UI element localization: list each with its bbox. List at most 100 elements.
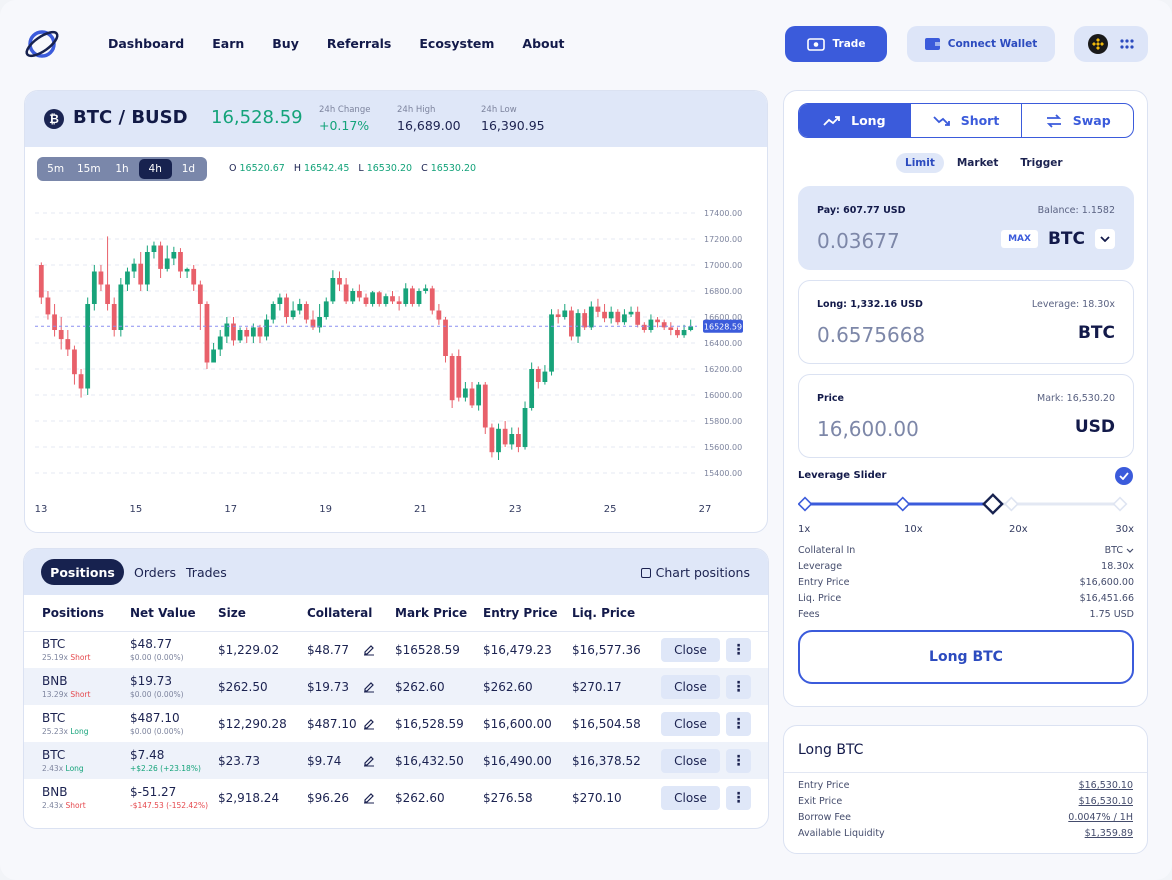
price-input[interactable]: 16,600.00 xyxy=(817,417,919,441)
nav-earn[interactable]: Earn xyxy=(212,36,245,51)
cell-collateral: $48.77 xyxy=(307,631,395,668)
candle-body xyxy=(409,288,415,304)
pair-name[interactable]: BTC / BUSD xyxy=(73,107,188,128)
candle-body xyxy=(668,327,674,330)
mode-swap[interactable]: Swap xyxy=(1021,104,1133,137)
edit-icon[interactable] xyxy=(363,755,375,767)
candle-body xyxy=(535,369,541,382)
chart-positions-toggle[interactable]: Chart positions xyxy=(640,565,750,580)
table-row[interactable]: BNB 13.29x Short $19.73 $0.00 (0.00%) $262.5… xyxy=(24,668,768,705)
tab-positions[interactable]: Positions xyxy=(41,559,124,585)
nav-about[interactable]: About xyxy=(522,36,565,51)
info-row-collateral[interactable]: Collateral In BTC xyxy=(798,545,1134,561)
main-nav: Dashboard Earn Buy Referrals Ecosystem A… xyxy=(108,36,565,51)
submit-long-button[interactable]: Long BTC xyxy=(798,630,1134,684)
trend-up-icon xyxy=(823,115,841,126)
summary-value[interactable]: $16,530.10 xyxy=(1078,796,1133,807)
table-row[interactable]: BTC 25.23x Long $487.10 $0.00 (0.00%) $12,29… xyxy=(24,705,768,742)
table-row[interactable]: BTC 25.19x Short $48.77 $0.00 (0.00%) $1,229… xyxy=(24,631,768,668)
positions-body: BTC 25.19x Short $48.77 $0.00 (0.00%) $1,229… xyxy=(24,631,768,816)
order-type-market[interactable]: Market xyxy=(956,157,999,169)
timeframe-4h[interactable]: 4h xyxy=(138,159,172,179)
more-options-icon[interactable]: ⋮ xyxy=(726,674,751,699)
long-amount-input[interactable]: 0.6575668 xyxy=(817,323,926,347)
logo-icon[interactable] xyxy=(24,26,60,62)
long-input-box[interactable]: Long: 1,332.16 USD Leverage: 18.30x 0.65… xyxy=(798,280,1134,364)
candlestick-chart[interactable]: 17400.00 17200.00 17000.00 16800.00 16600.00… xyxy=(25,191,768,531)
candle-body xyxy=(608,311,614,319)
close-position-button[interactable]: Close xyxy=(661,674,720,699)
close-position-button[interactable]: Close xyxy=(661,637,720,662)
nav-ecosystem[interactable]: Ecosystem xyxy=(419,36,495,51)
close-position-button[interactable]: Close xyxy=(661,711,720,736)
checkbox-icon[interactable] xyxy=(640,567,651,578)
position-side: Long xyxy=(70,727,89,736)
edit-icon[interactable] xyxy=(363,718,375,730)
table-row[interactable]: BTC 2.43x Long $7.48 +$2.26 (+23.18%) $23.73… xyxy=(24,742,768,779)
order-type-limit[interactable]: Limit xyxy=(896,153,944,173)
table-row[interactable]: BNB 2.43x Short $-51.27 -$147.53 (-152.42%)… xyxy=(24,779,768,816)
collateral-select[interactable]: BTC xyxy=(1105,545,1134,561)
price-input-box[interactable]: Price Mark: 16,530.20 16,600.00 USD xyxy=(798,374,1134,458)
leverage-slider[interactable] xyxy=(798,491,1134,519)
close-position-button[interactable]: Close xyxy=(661,785,720,810)
y-tick-label: 17000.00 xyxy=(704,261,742,270)
timeframe-1h[interactable]: 1h xyxy=(115,163,129,175)
more-options-icon[interactable]: ⋮ xyxy=(726,711,751,736)
candle-body xyxy=(197,284,203,304)
candle-body xyxy=(416,291,422,304)
slider-handle[interactable] xyxy=(982,493,1004,515)
pay-token: MAX BTC xyxy=(1001,229,1115,249)
network-menu-button[interactable] xyxy=(1074,26,1148,62)
summary-value[interactable]: 0.0047% / 1H xyxy=(1068,812,1133,823)
candle-body xyxy=(396,301,402,304)
ohlc-high-label: H xyxy=(293,163,302,174)
summary-value[interactable]: $1,359.89 xyxy=(1084,828,1133,839)
edit-icon[interactable] xyxy=(363,792,375,804)
timeframe-1d[interactable]: 1d xyxy=(181,163,196,175)
mode-short[interactable]: Short xyxy=(909,104,1022,137)
y-tick-label: 15800.00 xyxy=(704,417,742,426)
nav-dashboard[interactable]: Dashboard xyxy=(108,36,185,51)
candle-body xyxy=(622,314,627,323)
more-options-icon[interactable]: ⋮ xyxy=(726,748,751,773)
timeframe-5m[interactable]: 5m xyxy=(47,163,65,175)
candle-body xyxy=(641,324,647,330)
order-type-trigger[interactable]: Trigger xyxy=(1020,157,1063,169)
more-options-icon[interactable]: ⋮ xyxy=(726,637,751,662)
trade-mode-selector: Long Short Swap xyxy=(798,103,1134,138)
candle-body xyxy=(562,310,568,317)
stat-label: 24h Change xyxy=(319,105,371,115)
cell-mark-price: $262.60 xyxy=(395,668,483,705)
nav-buy[interactable]: Buy xyxy=(272,36,299,51)
max-button[interactable]: MAX xyxy=(1001,230,1038,248)
chart-card: ₿ BTC / BUSD 16,528.59 24h Change +0.17%… xyxy=(24,90,768,533)
cell-actions: Close ⋮ xyxy=(661,668,768,705)
position-leverage: 13.29x xyxy=(42,690,68,699)
stat-24h-high: 24h High 16,689.00 xyxy=(397,105,461,133)
ohlc-high-value: 16542.45 xyxy=(304,163,350,174)
chart-positions-label: Chart positions xyxy=(655,565,750,580)
cell-net-value: $7.48 +$2.26 (+23.18%) xyxy=(130,742,218,779)
pay-input-box[interactable]: Pay: 607.77 USD Balance: 1.1582 0.03677 … xyxy=(798,186,1134,270)
edit-icon[interactable] xyxy=(363,644,375,656)
summary-value[interactable]: $16,530.10 xyxy=(1078,780,1133,791)
close-position-button[interactable]: Close xyxy=(661,748,720,773)
trade-button[interactable]: Trade xyxy=(785,26,887,62)
edit-icon[interactable] xyxy=(363,681,375,693)
collateral-value: $19.73 xyxy=(307,679,349,694)
leverage-toggle-checkbox[interactable] xyxy=(1115,467,1133,485)
mode-long[interactable]: Long xyxy=(799,104,910,137)
nav-referrals[interactable]: Referrals xyxy=(326,36,392,51)
connect-wallet-button[interactable]: Connect Wallet xyxy=(907,26,1055,62)
candle-body xyxy=(602,311,607,319)
tab-trades[interactable]: Trades xyxy=(186,565,227,580)
timeframe-15m[interactable]: 15m xyxy=(77,163,101,175)
candle-body xyxy=(482,384,488,428)
tab-orders[interactable]: Orders xyxy=(134,565,177,580)
token-select-button[interactable] xyxy=(1095,229,1115,249)
candle-body xyxy=(463,388,468,398)
more-options-icon[interactable]: ⋮ xyxy=(726,785,751,810)
pay-amount-input[interactable]: 0.03677 xyxy=(817,229,900,253)
candle-body xyxy=(158,245,163,269)
